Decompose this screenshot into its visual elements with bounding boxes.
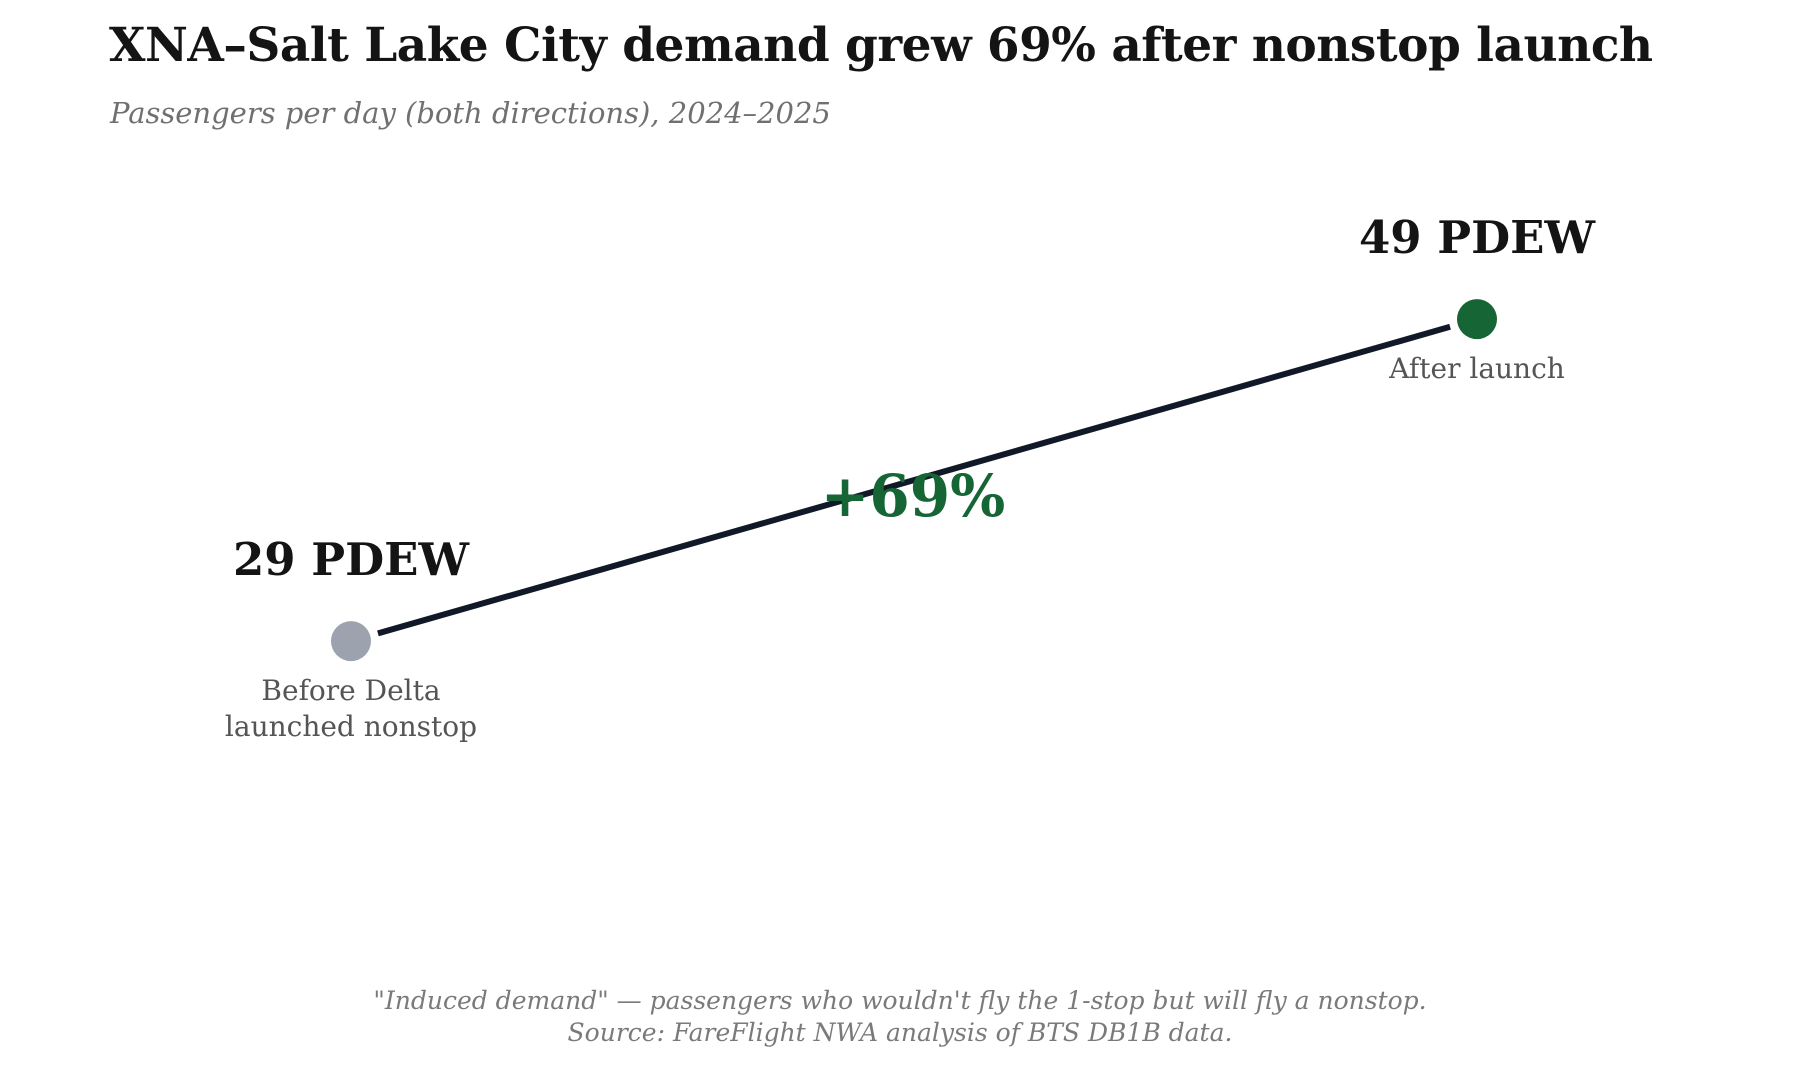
footer-source: Source: FareFlight NWA analysis of BTS D… — [567, 1018, 1233, 1047]
category-label-2-line-1: After launch — [1388, 352, 1565, 385]
value-label-2: 49 PDEW — [1359, 211, 1596, 264]
footer-note: "Induced demand" — passengers who wouldn… — [373, 986, 1427, 1015]
chart-footer: "Induced demand" — passengers who wouldn… — [0, 985, 1800, 1049]
chart-title: XNA–Salt Lake City demand grew 69% after… — [109, 18, 1653, 73]
category-label-1-line-1: Before Delta — [261, 674, 440, 707]
data-point-2 — [1457, 299, 1497, 340]
value-label-1: 29 PDEW — [233, 533, 470, 586]
change-annotation: +69% — [821, 462, 1005, 530]
chart-subtitle: Passengers per day (both directions), 20… — [110, 96, 831, 130]
category-label-1-line-2: launched nonstop — [225, 710, 477, 743]
data-point-1 — [331, 621, 371, 662]
slope-line — [377, 323, 1451, 637]
